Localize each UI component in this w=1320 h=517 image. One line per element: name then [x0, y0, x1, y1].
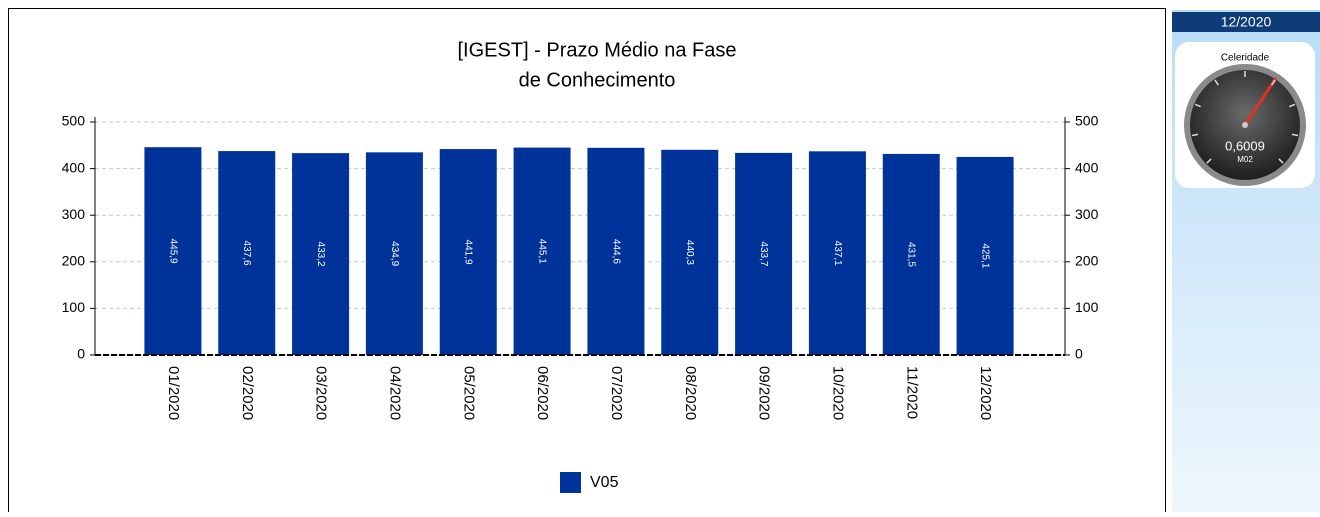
x-tick-label: 05/2020: [460, 366, 477, 420]
x-tick-label: 06/2020: [534, 366, 551, 420]
gauge-tick: [1214, 79, 1219, 86]
x-tick-label: 10/2020: [829, 366, 846, 420]
period-label: 12/2020: [1221, 14, 1272, 30]
gauge-tick: [1289, 103, 1296, 108]
y2-tick-label: 400: [1075, 159, 1099, 175]
gauge-tick: [1194, 103, 1201, 108]
x-tick-label: 07/2020: [608, 366, 625, 420]
y2-tick-label: 100: [1075, 299, 1099, 315]
bar: [439, 149, 497, 355]
y-tick-label: 200: [62, 253, 86, 269]
value-label: 437,1: [832, 241, 843, 266]
value-label: 433,2: [315, 242, 326, 267]
gauge-title: Celeridade: [1221, 53, 1270, 64]
value-label: 444,6: [610, 239, 621, 264]
x-tick-label: 08/2020: [682, 366, 699, 420]
gauge-tick: [1278, 158, 1284, 164]
bar: [735, 152, 793, 355]
x-tick-label: 09/2020: [756, 366, 773, 420]
y-tick-label: 300: [62, 206, 86, 222]
value-label: 437,6: [241, 241, 252, 266]
bar: [808, 151, 866, 355]
bar: [882, 153, 940, 355]
bar: [144, 147, 202, 355]
y2-tick-label: 200: [1075, 253, 1099, 269]
bar: [513, 147, 571, 355]
value-label: 433,7: [758, 241, 769, 266]
bar: [956, 156, 1014, 355]
value-label: 425,1: [979, 243, 990, 268]
legend-swatch: [560, 472, 581, 493]
gauge-tick: [1291, 133, 1299, 137]
y-tick-label: 0: [77, 346, 85, 362]
x-tick-label: 04/2020: [386, 366, 403, 420]
x-tick-label: 03/2020: [313, 366, 330, 420]
bar: [661, 149, 719, 355]
y-tick-label: 100: [62, 299, 86, 315]
gauge-tick: [1191, 133, 1199, 137]
x-tick-label: 01/2020: [165, 366, 182, 420]
y-tick-label: 400: [62, 159, 86, 175]
gauge-tick: [1206, 158, 1212, 164]
gauge-hub: [1242, 122, 1248, 128]
chart-title: de Conhecimento: [519, 69, 676, 91]
legend-label: V05: [590, 474, 619, 491]
value-label: 445,1: [536, 239, 547, 264]
value-label: 431,5: [906, 242, 917, 267]
gauge-unit: M02: [1237, 155, 1253, 164]
bar: [365, 152, 423, 355]
y2-tick-label: 500: [1075, 113, 1099, 129]
bar: [218, 151, 276, 355]
bar: [292, 153, 350, 355]
x-tick-label: 11/2020: [903, 366, 920, 419]
value-label: 441,9: [463, 240, 474, 265]
y2-tick-label: 0: [1075, 346, 1083, 362]
gauge-tick: [1271, 79, 1276, 86]
y-tick-label: 500: [62, 113, 86, 129]
bar: [587, 147, 645, 355]
chart-title: [IGEST] - Prazo Médio na Fase: [458, 39, 737, 61]
period-header: [1172, 12, 1320, 32]
gauge-value: 0,6009: [1225, 138, 1265, 153]
gauge-needle: [1243, 77, 1278, 126]
value-label: 445,9: [167, 239, 178, 264]
value-label: 434,9: [389, 241, 400, 266]
y2-tick-label: 300: [1075, 206, 1099, 222]
x-tick-label: 02/2020: [239, 366, 256, 420]
value-label: 440,3: [684, 240, 695, 265]
x-tick-label: 12/2020: [977, 366, 994, 420]
